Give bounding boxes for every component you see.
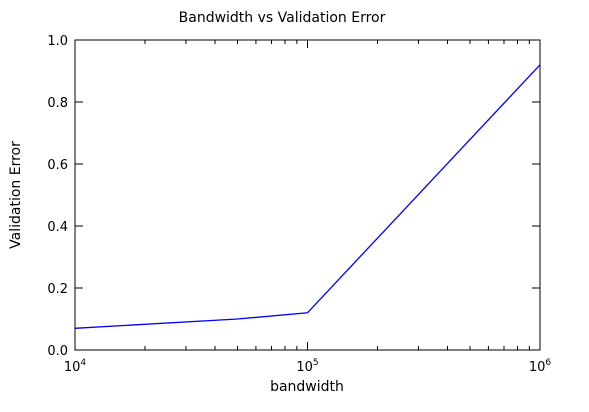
chart-title: Bandwidth vs Validation Error [179, 10, 386, 26]
tick-labels: 104 105 106 0.0 0.2 0.4 0.6 0.8 1.0 [47, 34, 551, 375]
y-tick-label: 0.4 [47, 220, 68, 235]
y-tick-label: 0.8 [47, 96, 68, 111]
series-line [74, 64, 541, 329]
plot-frame [74, 39, 541, 351]
x-tick-label: 104 [64, 358, 87, 375]
y-tick-label: 1.0 [47, 34, 68, 49]
x-tick-label: 106 [529, 358, 552, 375]
x-axis-label: bandwidth [270, 379, 344, 395]
y-tick-label: 0.6 [47, 158, 68, 173]
ticks [74, 39, 541, 351]
y-axis-label: Validation Error [8, 141, 24, 249]
x-tick-label: 105 [296, 358, 318, 375]
y-tick-label: 0.0 [47, 344, 68, 359]
y-tick-label: 0.2 [47, 282, 68, 297]
